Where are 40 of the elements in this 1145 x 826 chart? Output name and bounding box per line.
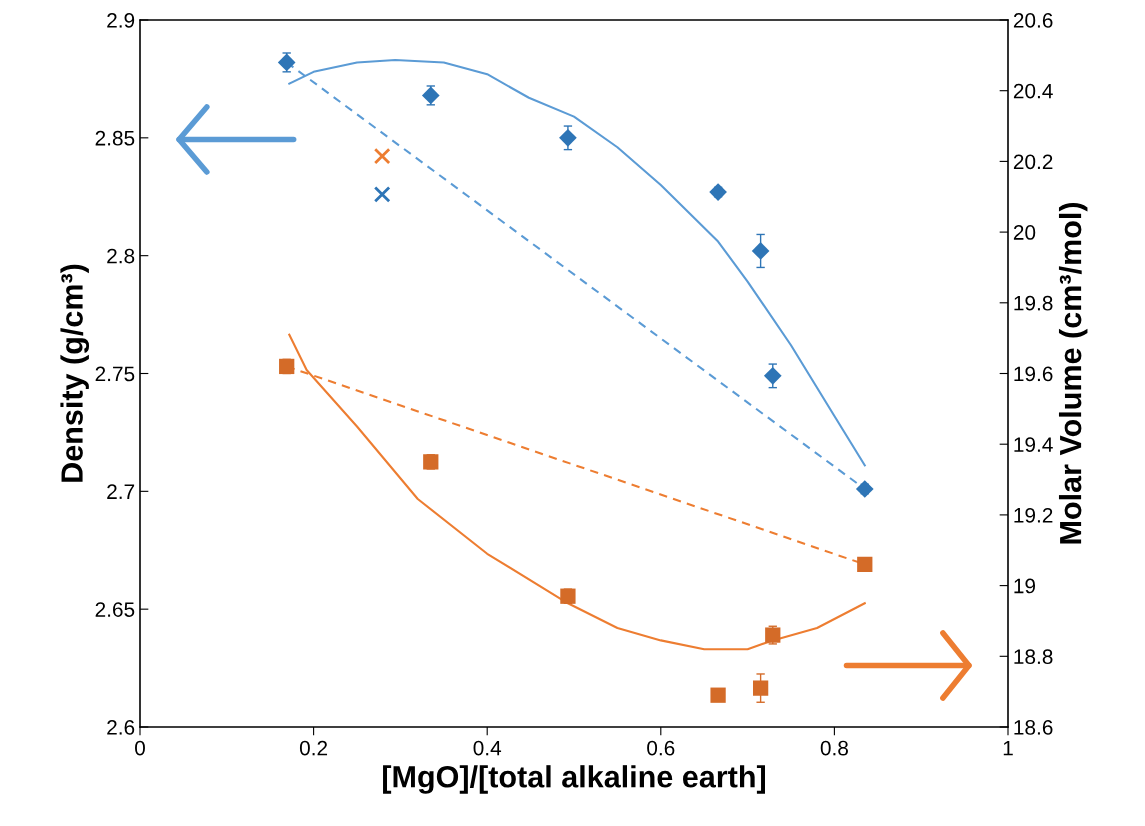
y-tick-label: 2.85	[95, 130, 135, 146]
y-tick-label: 2.7	[107, 484, 135, 499]
point	[709, 183, 727, 201]
y2-tick-label: 20.2	[1013, 154, 1053, 170]
x-tick-label: 1	[1003, 740, 1013, 756]
y-tick-label: 2.9	[107, 13, 135, 28]
point	[373, 147, 391, 165]
y2-tick-label: 20	[1013, 225, 1036, 240]
point	[751, 242, 770, 260]
y2-axis-title: Molar Volume (cm³/mol)	[1058, 202, 1088, 544]
line-series	[288, 333, 866, 651]
y2-tick-label: 19.2	[1014, 507, 1053, 523]
y2-tick-label: 18.8	[1014, 649, 1053, 665]
x-tick-label: 0.4	[473, 740, 502, 756]
x-tick-label: 0.2	[299, 740, 328, 756]
point	[855, 480, 874, 498]
x-axis-title: [MgO]/[total alkaline earth]	[383, 765, 765, 794]
y2-tick-label: 20.6	[1013, 13, 1053, 28]
y2-tick-label: 19.6	[1014, 366, 1053, 382]
point	[857, 556, 873, 573]
y-tick-label: 2.8	[107, 248, 135, 264]
point	[763, 367, 782, 385]
x-tick-label: 0.8	[820, 740, 848, 756]
y2-tick-label: 18.6	[1014, 720, 1053, 735]
y-tick-label: 2.75	[95, 366, 135, 382]
y-tick-label: 2.6	[107, 720, 135, 735]
point	[559, 128, 577, 147]
point	[710, 687, 726, 703]
y2-tick-label: 20.4	[1013, 83, 1053, 99]
point	[421, 86, 440, 105]
point	[752, 680, 769, 696]
x-tick-label: 0	[135, 740, 145, 756]
y2-tick-label: 19.8	[1014, 295, 1053, 311]
x-tick-label: 0.6	[647, 740, 675, 756]
y2-tick-label: 19	[1014, 578, 1036, 594]
y-axis-title: Density (g/cm³)	[60, 264, 90, 482]
point	[277, 53, 296, 72]
point	[373, 186, 391, 203]
y-tick-label: 2.65	[95, 602, 135, 617]
y2-tick-label: 19.4	[1014, 437, 1053, 452]
